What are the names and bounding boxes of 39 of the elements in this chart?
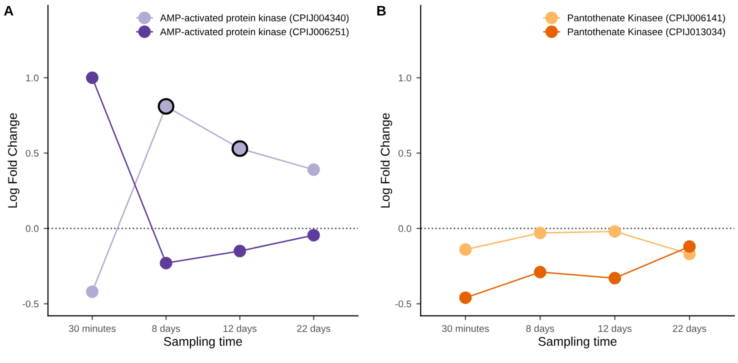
point [86,285,98,298]
legend-label: AMP-activated protein kinase (CPIJ004340) [160,14,349,24]
chart-title: A [4,6,14,16]
y-tick-label: -0.5 [395,300,412,308]
y-tick-label: 0.5 [398,150,412,157]
point [459,243,472,256]
y-axis-title: Log Fold Change [380,113,392,208]
y-tick-label: 1.0 [398,74,412,82]
point [534,226,546,240]
x-tick-label: 8 days [152,324,180,334]
y-tick-label: -0.5 [22,300,39,308]
point [307,228,320,242]
y-tick-label: 1.0 [26,74,39,82]
x-tick-label: 8 days [526,324,554,334]
x-axis-title: Sampling time [538,336,617,348]
x-tick-label: 22 days [297,324,330,334]
point [608,225,622,238]
legend-label: Pantothenate Kinasee (CPIJ006141) [568,14,725,24]
y-tick-label: 0.0 [26,225,39,232]
point [683,240,696,253]
point [534,266,546,278]
x-tick-label: 12 days [224,324,257,334]
chart-title: B [377,6,386,16]
point [608,272,622,284]
y-axis-title: Log Fold Change [8,113,20,208]
point [234,244,246,258]
point [160,256,172,270]
y-tick-label: 0.5 [26,150,39,157]
legend-label: AMP-activated protein kinase (CPIJ006251) [160,28,349,38]
y-tick-label: 0.0 [398,225,412,232]
point [459,291,472,304]
x-tick-label: 30 minutes [442,324,489,332]
x-axis-title: Sampling time [164,336,242,348]
x-tick-label: 22 days [672,324,706,334]
x-tick-label: 12 days [598,324,632,334]
legend-label: Pantothenate Kinasee (CPIJ013034) [568,28,725,38]
x-tick-label: 30 minutes [68,324,116,332]
point [86,72,98,84]
point [307,163,320,176]
